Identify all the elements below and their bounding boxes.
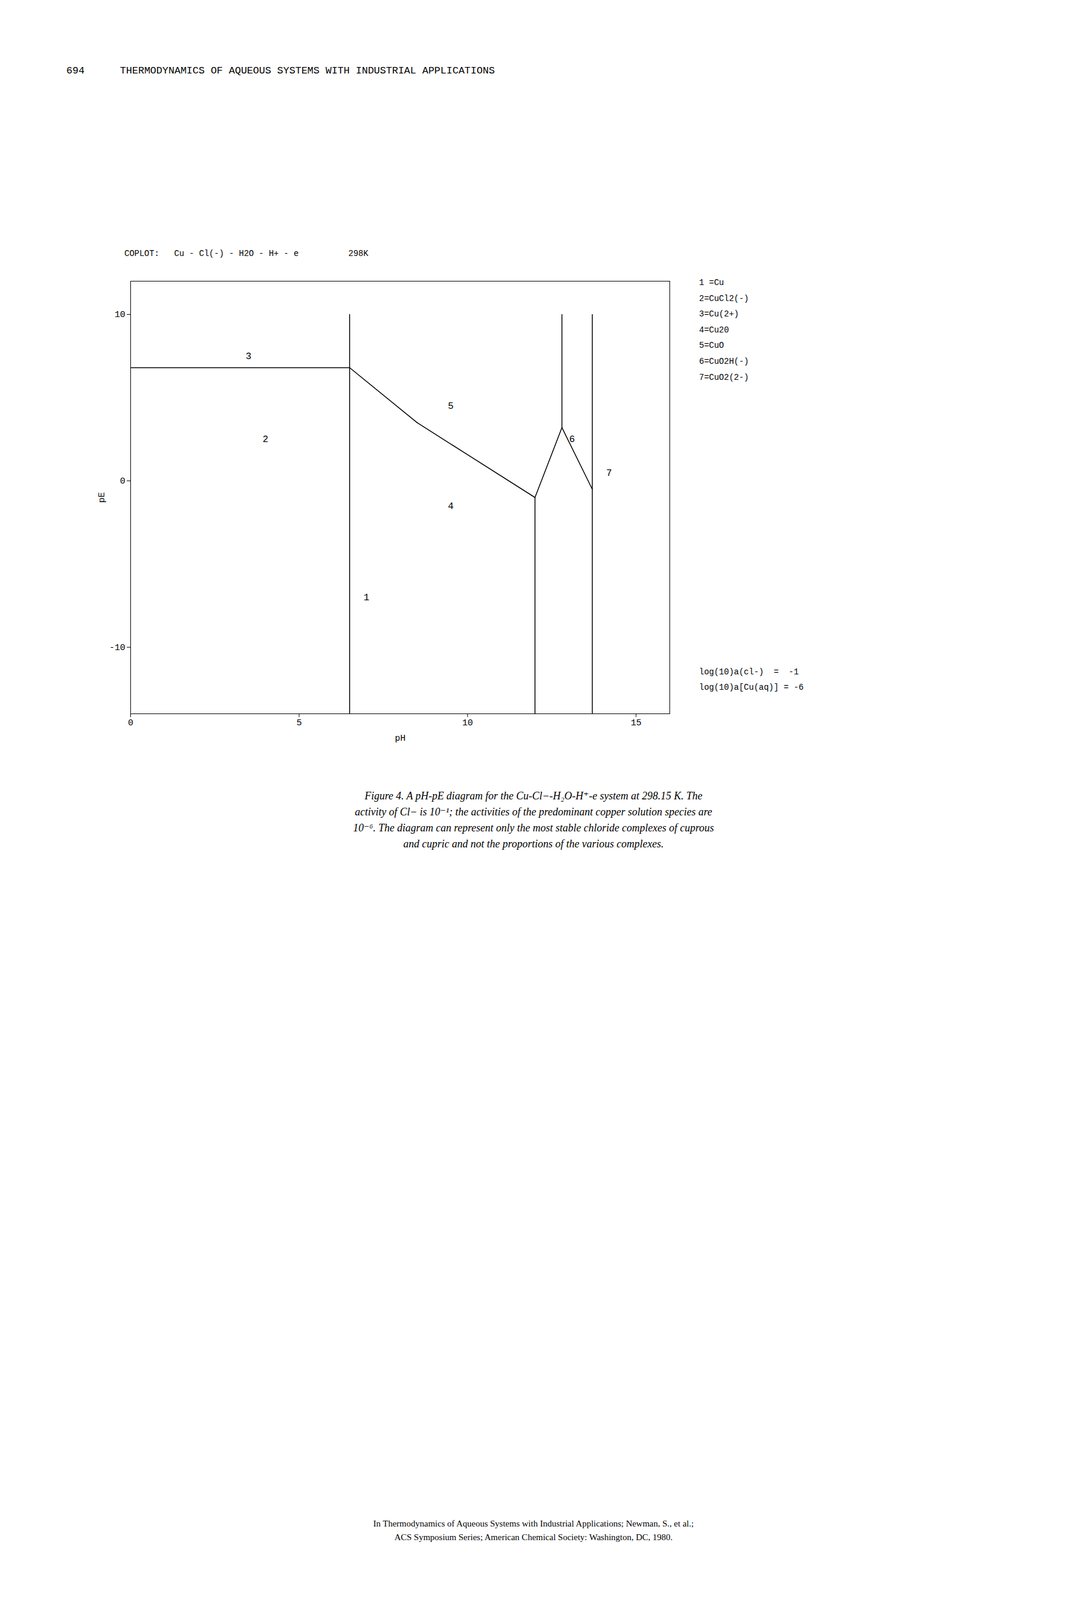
svg-text:0: 0: [127, 718, 134, 729]
html-text:THERMODYNAMICS OF AQUEOUS SYST: THERMODYNAMICS OF AQUEOUS SYSTEMS WITH I…: [120, 65, 495, 77]
svg-text:3: 3: [245, 351, 252, 362]
html-text:Figure 4. A pH-pE diagram for: Figure 4. A pH-pE diagram for the Cu-Cl−…: [353, 789, 714, 850]
svg-text:10: 10: [114, 309, 126, 320]
svg-text:0: 0: [119, 476, 126, 487]
svg-text:4: 4: [447, 501, 454, 512]
html-text:log(10)a(cl-) = -1: log(10)a(cl-) = -1: [699, 666, 799, 677]
svg-text:pH: pH: [394, 733, 406, 744]
html-text:5=CuO: 5=CuO: [699, 340, 724, 351]
html-text:COPLOT: Cu - Cl(-) - H2O - H+: COPLOT: Cu - Cl(-) - H2O - H+ - e 298K: [124, 248, 369, 259]
html-text:6=CuO2H(-): 6=CuO2H(-): [699, 356, 749, 367]
svg-text:6: 6: [569, 434, 576, 445]
svg-text:15: 15: [630, 718, 642, 729]
svg-text:5: 5: [296, 718, 302, 729]
svg-text:5: 5: [447, 401, 454, 412]
svg-text:7: 7: [606, 468, 612, 479]
html-text:In Thermodynamics of Aqueous S: In Thermodynamics of Aqueous Systems wit…: [373, 1518, 694, 1542]
svg-text:2: 2: [262, 434, 269, 445]
svg-text:1: 1: [363, 592, 370, 604]
html-text:2=CuCl2(-): 2=CuCl2(-): [699, 293, 749, 304]
html-text:3=Cu(2+): 3=Cu(2+): [699, 309, 739, 319]
html-text:4=Cu20: 4=Cu20: [699, 325, 729, 335]
html-text:1 =Cu: 1 =Cu: [699, 277, 724, 288]
svg-text:10: 10: [462, 718, 473, 729]
svg-text:-10: -10: [109, 642, 126, 653]
html-text:log(10)a[Cu(aq)] = -6: log(10)a[Cu(aq)] = -6: [699, 682, 804, 693]
html-text:694: 694: [66, 65, 85, 77]
svg-text:pE: pE: [97, 491, 108, 503]
html-text:7=CuO2(2-): 7=CuO2(2-): [699, 372, 749, 382]
